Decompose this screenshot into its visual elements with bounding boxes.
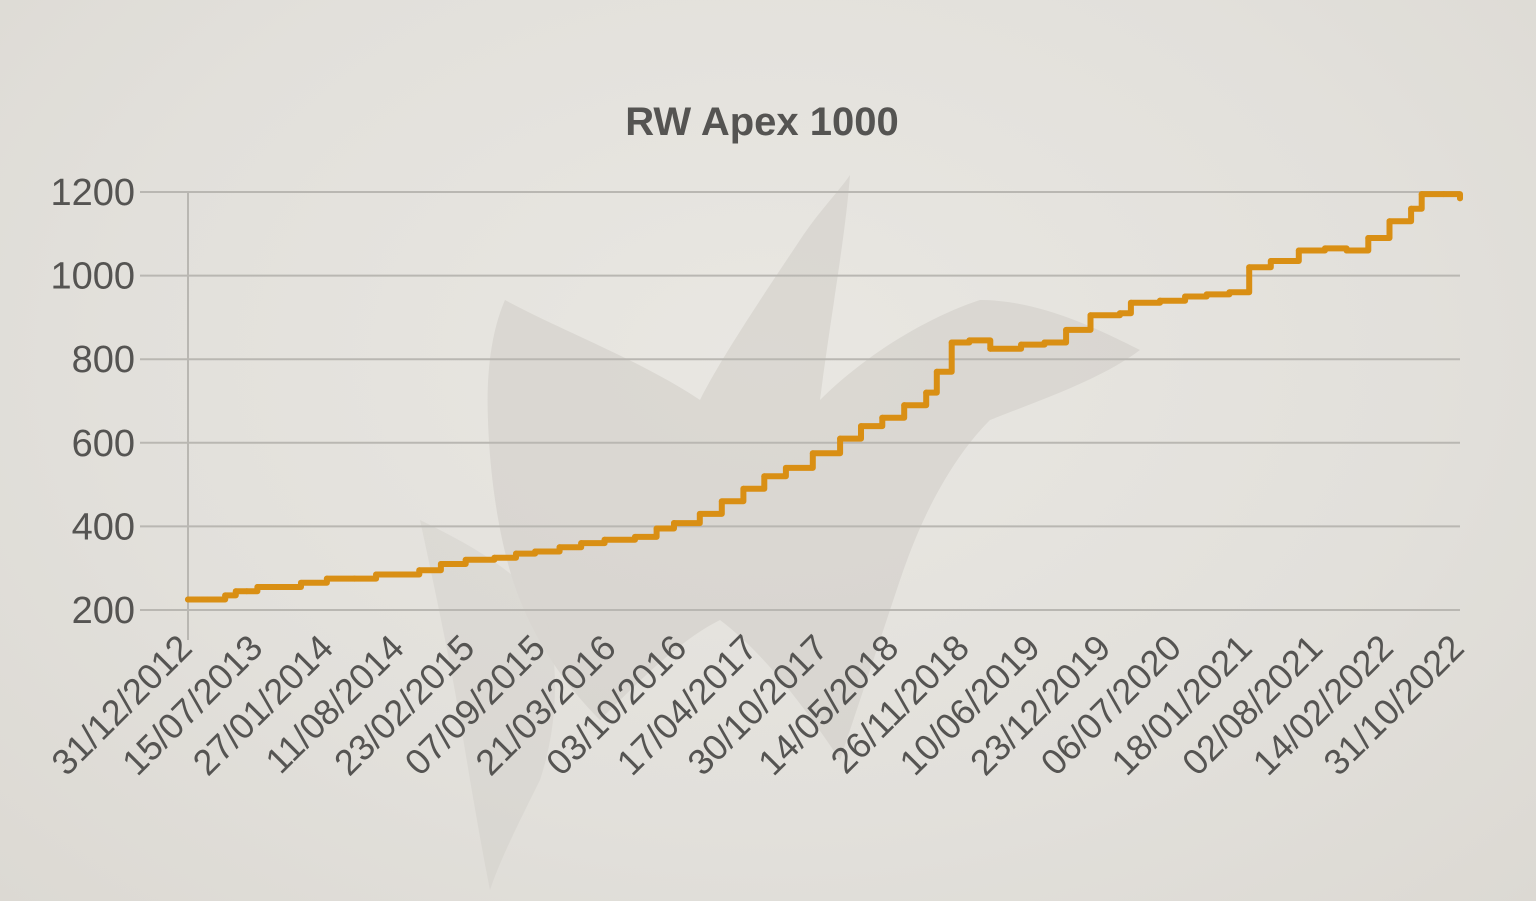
data-point	[222, 592, 229, 599]
data-point	[923, 389, 930, 396]
data-point	[1018, 341, 1025, 348]
data-point	[1226, 289, 1233, 296]
data-point	[632, 533, 639, 540]
data-point	[761, 473, 768, 480]
data-point	[532, 548, 539, 555]
data-point	[232, 588, 239, 595]
x-axis-tick-labels: 31/12/201215/07/201327/01/201411/08/2014…	[43, 627, 1471, 783]
data-point	[1365, 234, 1372, 241]
data-point	[1182, 293, 1189, 300]
data-point	[437, 561, 444, 568]
y-tick-label: 200	[72, 590, 135, 632]
data-point	[1246, 264, 1253, 271]
data-point	[1440, 191, 1447, 198]
data-point	[185, 596, 191, 603]
data-point	[1116, 310, 1123, 317]
data-point	[1063, 326, 1070, 333]
data-point	[1203, 291, 1210, 298]
data-point	[578, 540, 585, 547]
data-point	[1087, 312, 1094, 319]
data-point	[948, 339, 955, 346]
data-point	[1041, 339, 1048, 346]
data-point	[740, 485, 747, 492]
data-point	[1457, 195, 1463, 202]
data-point	[879, 414, 886, 421]
y-axis-tick-labels: 200 400 600 800 1000 1200	[50, 172, 135, 632]
data-point	[556, 544, 563, 551]
data-point	[351, 575, 358, 582]
watermark-griffin	[420, 175, 1140, 890]
y-tick-label: 600	[72, 423, 135, 465]
y-tick-label: 1200	[50, 172, 135, 214]
data-point	[782, 464, 789, 471]
data-point	[1322, 245, 1329, 252]
data-point	[858, 423, 865, 430]
data-point	[966, 337, 973, 344]
data-point	[933, 368, 940, 375]
data-point	[670, 520, 677, 527]
data-point	[254, 584, 261, 591]
y-gridlines	[140, 191, 1460, 611]
y-tick-label: 400	[72, 506, 135, 548]
data-point	[1408, 205, 1415, 212]
data-point	[837, 435, 844, 442]
data-point	[601, 536, 608, 543]
data-point	[1127, 299, 1134, 306]
data-point	[513, 550, 520, 557]
data-point	[1156, 297, 1163, 304]
data-point	[1418, 191, 1425, 198]
series-group	[185, 191, 1463, 603]
data-point	[491, 554, 498, 561]
data-point	[809, 450, 816, 457]
data-point	[653, 525, 660, 532]
data-point	[416, 567, 423, 574]
data-point	[1343, 247, 1350, 254]
data-point	[1295, 247, 1302, 254]
y-tick-label: 1000	[50, 256, 135, 298]
chart-title: RW Apex 1000	[625, 100, 898, 144]
data-point	[323, 575, 330, 582]
data-point	[987, 345, 994, 352]
data-point	[718, 498, 725, 505]
data-point	[243, 588, 250, 595]
data-point	[297, 579, 304, 586]
y-tick-label: 800	[72, 339, 135, 381]
data-point	[696, 510, 703, 517]
data-point	[1267, 257, 1274, 264]
data-point	[373, 571, 380, 578]
data-point	[901, 402, 908, 409]
data-point	[1386, 218, 1393, 225]
data-point	[393, 571, 400, 578]
data-point	[201, 596, 208, 603]
data-point	[462, 556, 469, 563]
data-point	[276, 584, 283, 591]
